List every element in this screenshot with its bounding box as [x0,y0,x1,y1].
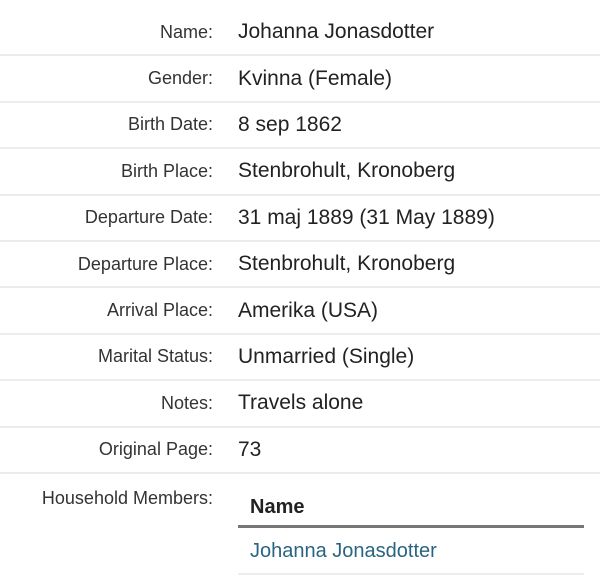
field-row: Gender: Kvinna (Female) [0,56,600,103]
field-label: Original Page: [98,439,213,460]
field-row: Notes: Travels alone [0,381,600,428]
household-members-section: Household Members: Name Johanna Jonasdot… [0,474,600,575]
column-header-name: Name [238,492,584,528]
field-row: Marital Status: Unmarried (Single) [0,335,600,382]
field-label: Arrival Place: [106,300,213,321]
field-value: 8 sep 1862 [238,112,342,136]
field-value: 31 maj 1889 (31 May 1889) [238,205,495,229]
field-value: Johanna Jonasdotter [238,20,435,44]
field-value: Stenbrohult, Kronoberg [238,252,456,276]
field-row: Departure Date: 31 maj 1889 (31 May 1889) [0,196,600,242]
field-value: Unmarried (Single) [238,344,415,368]
field-label: Marital Status: [97,346,213,367]
field-row: Departure Place: Stenbrohult, Kronoberg [0,242,600,289]
field-value: Travels alone [238,391,364,415]
field-label: Birth Place: [120,160,213,181]
field-label: Departure Date: [84,207,213,228]
field-row: Original Page: 73 [0,428,600,474]
field-row: Birth Place: Stenbrohult, Kronoberg [0,149,600,196]
household-members-table: Name Johanna Jonasdotter [238,492,584,575]
field-value: Amerika (USA) [238,298,379,322]
record-details: Name: Johanna Jonasdotter Gender: Kvinna (F… [0,10,600,474]
field-value: Stenbrohult, Kronoberg [238,159,456,183]
field-label: Name: [159,21,213,42]
field-label: Birth Date: [127,114,213,135]
field-label: Notes: [160,392,213,413]
field-row: Arrival Place: Amerika (USA) [0,288,600,335]
field-value: Kvinna (Female) [238,66,393,90]
field-label: Gender: [147,68,213,89]
household-members-label: Household Members: [41,487,213,508]
field-row: Birth Date: 8 sep 1862 [0,103,600,150]
field-row: Name: Johanna Jonasdotter [0,10,600,57]
field-label: Departure Place: [77,253,213,274]
field-value: 73 [238,437,262,461]
household-member-link[interactable]: Johanna Jonasdotter [238,528,584,575]
